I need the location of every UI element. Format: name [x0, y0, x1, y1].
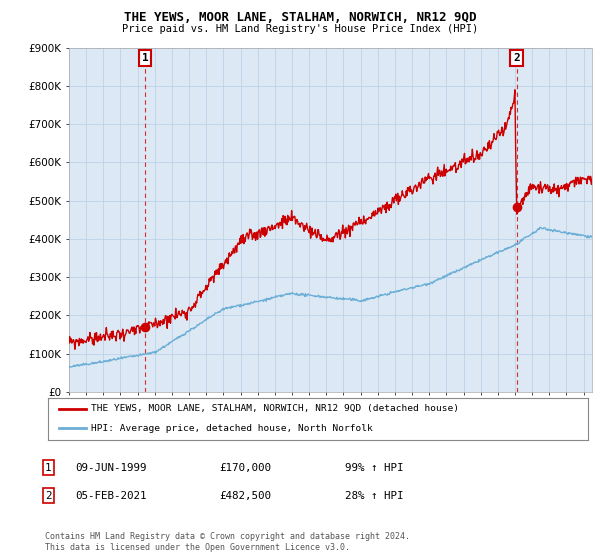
Text: 05-FEB-2021: 05-FEB-2021: [75, 491, 146, 501]
Text: 1: 1: [142, 53, 149, 63]
Text: £170,000: £170,000: [219, 463, 271, 473]
Text: 09-JUN-1999: 09-JUN-1999: [75, 463, 146, 473]
Text: 99% ↑ HPI: 99% ↑ HPI: [345, 463, 404, 473]
Text: HPI: Average price, detached house, North Norfolk: HPI: Average price, detached house, Nort…: [91, 424, 373, 433]
Text: £482,500: £482,500: [219, 491, 271, 501]
Text: THE YEWS, MOOR LANE, STALHAM, NORWICH, NR12 9QD (detached house): THE YEWS, MOOR LANE, STALHAM, NORWICH, N…: [91, 404, 459, 413]
Text: 28% ↑ HPI: 28% ↑ HPI: [345, 491, 404, 501]
Text: Price paid vs. HM Land Registry's House Price Index (HPI): Price paid vs. HM Land Registry's House …: [122, 24, 478, 34]
Text: THE YEWS, MOOR LANE, STALHAM, NORWICH, NR12 9QD: THE YEWS, MOOR LANE, STALHAM, NORWICH, N…: [124, 11, 476, 24]
Text: Contains HM Land Registry data © Crown copyright and database right 2024.
This d: Contains HM Land Registry data © Crown c…: [45, 532, 410, 552]
Text: 2: 2: [45, 491, 52, 501]
Text: 1: 1: [45, 463, 52, 473]
Text: 2: 2: [513, 53, 520, 63]
